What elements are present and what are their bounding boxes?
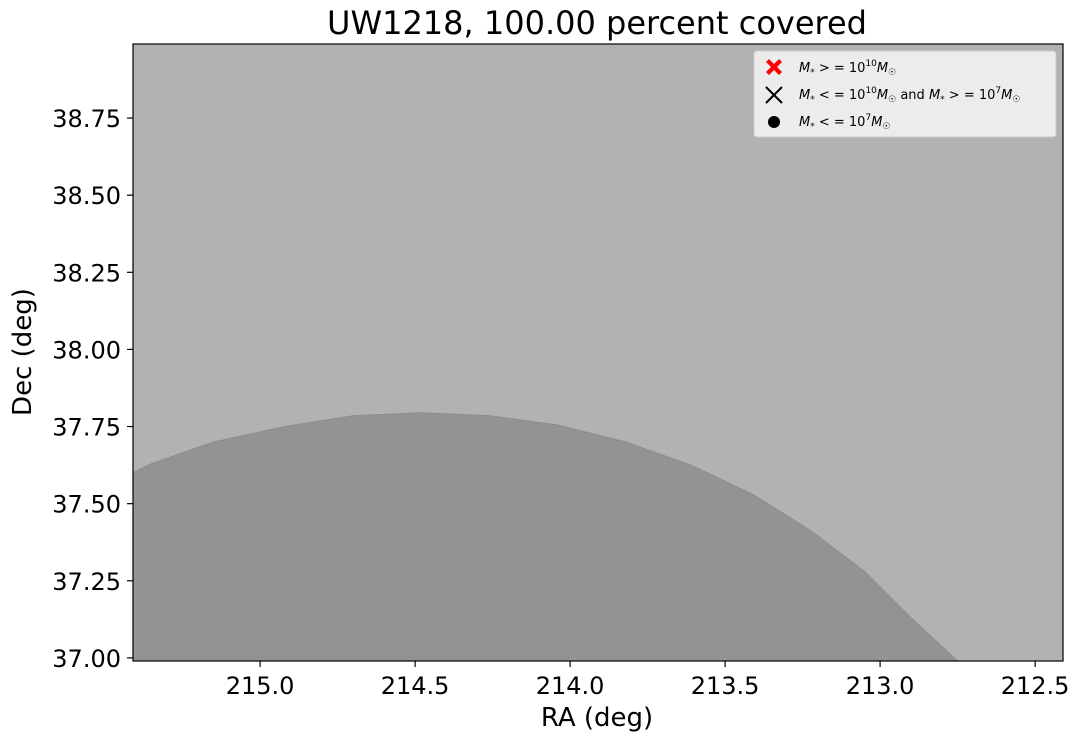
legend: M* > = 1010M☉ M* < = 1010M☉ and M* > = 1…: [753, 50, 1057, 138]
x-tick-label: 213.5: [691, 672, 760, 700]
y-axis-label: Dec (deg): [8, 288, 38, 416]
x-tick-label: 215.0: [226, 672, 295, 700]
x-tick-label: 213.0: [846, 672, 915, 700]
x-axis-ticks: 215.0 214.5 214.0 213.5 213.0 212.5: [226, 661, 1070, 700]
y-tick-label: 38.25: [52, 259, 121, 287]
legend-label-high-mass: M* > = 1010M☉: [799, 59, 896, 78]
legend-box: [753, 50, 1057, 138]
x-tick-label: 214.0: [536, 672, 605, 700]
y-tick-label: 38.75: [52, 105, 121, 133]
legend-entry-mid-mass: M* < = 1010M☉ and M* > = 107M☉: [765, 86, 1020, 105]
chart-title: UW1218, 100.00 percent covered: [327, 4, 867, 42]
legend-entry-low-mass: M* < = 107M☉: [768, 113, 890, 132]
legend-label-low-mass: M* < = 107M☉: [799, 113, 890, 132]
y-tick-label: 37.50: [52, 491, 121, 519]
x-axis-label: RA (deg): [541, 703, 653, 733]
legend-label-mid-mass: M* < = 1010M☉ and M* > = 107M☉: [799, 86, 1020, 105]
x-tick-label: 214.5: [381, 672, 450, 700]
x-marker-icon: [765, 86, 783, 104]
y-axis-ticks: 37.00 37.25 37.50 37.75 38.00 38.25 38.50 38.75: [52, 105, 133, 673]
y-tick-label: 37.75: [52, 414, 121, 442]
y-tick-label: 37.25: [52, 568, 121, 596]
legend-entry-high-mass: M* > = 1010M☉: [766, 59, 896, 78]
plot-frame: [132, 43, 1064, 662]
coverage-area-series: [132, 412, 959, 662]
y-tick-label: 38.00: [52, 336, 121, 364]
filled-x-marker-icon: [766, 59, 782, 75]
y-tick-label: 38.50: [52, 182, 121, 210]
x-tick-label: 212.5: [1001, 672, 1070, 700]
y-tick-label: 37.00: [52, 645, 121, 673]
circle-marker-icon: [768, 116, 780, 128]
plot-area: [132, 43, 1064, 662]
